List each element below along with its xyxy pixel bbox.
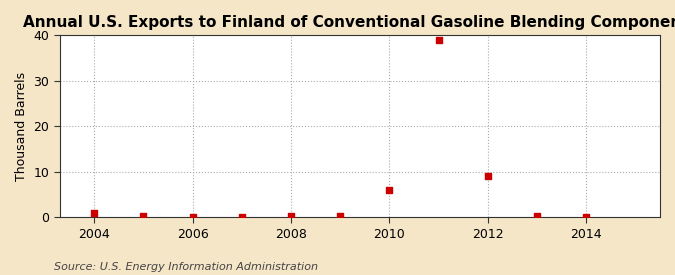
Text: Source: U.S. Energy Information Administration: Source: U.S. Energy Information Administ… [54,262,318,272]
Point [532,214,543,218]
Point [138,214,149,218]
Point [384,188,395,192]
Point [580,215,591,219]
Point [187,215,198,219]
Point [286,214,296,218]
Title: Annual U.S. Exports to Finland of Conventional Gasoline Blending Components: Annual U.S. Exports to Finland of Conven… [22,15,675,30]
Point [236,215,247,219]
Point [483,174,493,178]
Y-axis label: Thousand Barrels: Thousand Barrels [15,72,28,181]
Point [433,38,444,42]
Point [89,211,100,215]
Point [335,214,346,218]
